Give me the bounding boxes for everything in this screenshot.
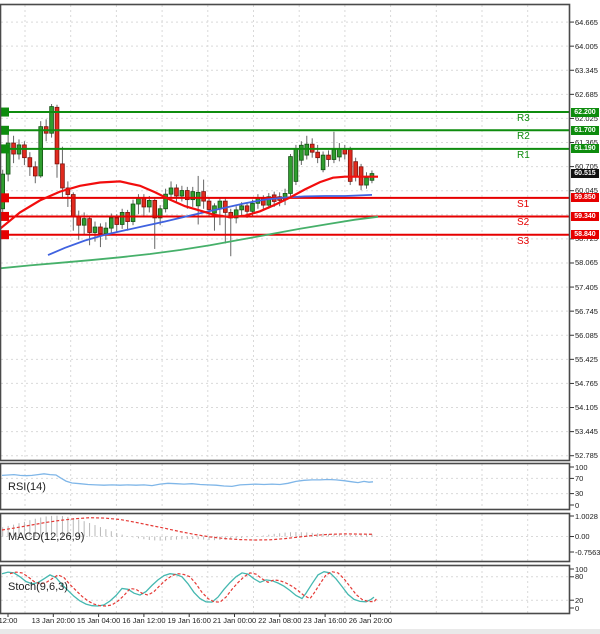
level-edge-stub [0, 193, 9, 203]
macd-plot-area[interactable] [1, 514, 569, 561]
time-axis-ticks [7, 614, 371, 617]
stoch-plot-area[interactable] [1, 566, 569, 613]
moving-averages [0, 175, 379, 270]
stoch-d-line [9, 571, 377, 607]
rsi-plot-area[interactable] [1, 464, 569, 509]
grid-lines [1, 5, 569, 613]
level-edge-stub [0, 230, 9, 240]
level-edge-stub [0, 211, 9, 221]
fast-ma-line [0, 175, 378, 230]
level-edge-stub [0, 107, 9, 117]
macd-plot [1, 515, 374, 541]
stoch-plot [1, 571, 377, 607]
macd-signal-line [1, 517, 374, 541]
axis-ticks [570, 21, 574, 609]
main-plot-area[interactable] [1, 5, 569, 460]
rsi-plot [1, 473, 374, 488]
panel-borders [0, 3, 571, 615]
rsi-line [1, 473, 374, 488]
stoch-k-line [1, 571, 375, 607]
slow-ma-line [0, 215, 379, 270]
level-edge-stub [0, 144, 9, 154]
bottom-margin-strip [0, 629, 600, 634]
level-edge-stub [0, 125, 9, 135]
